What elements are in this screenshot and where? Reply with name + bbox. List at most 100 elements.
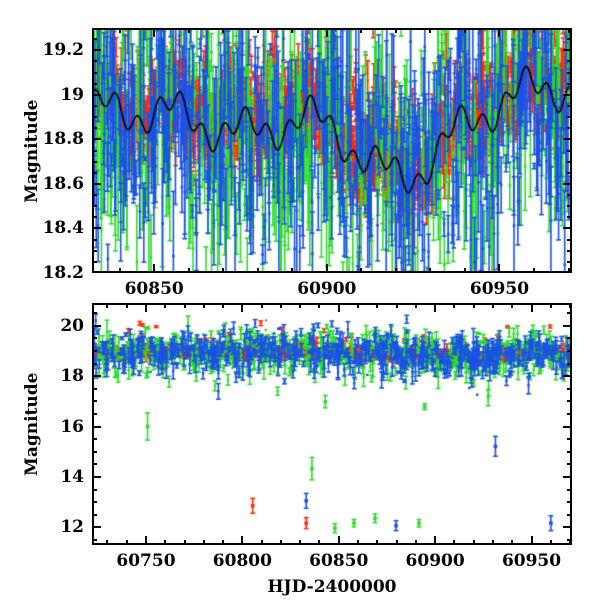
bottom-panel-y-tick [567, 488, 572, 491]
bottom-panel-x-tick [164, 540, 167, 545]
bottom-panel-x-tick [414, 303, 417, 308]
bottom-panel-x-tick [144, 536, 147, 545]
bottom-panel-y-tick [92, 463, 97, 466]
bottom-panel-x-tick [106, 540, 109, 545]
bottom-panel-x-tick [125, 540, 128, 545]
bottom-panel-y-tick [92, 349, 97, 352]
bottom-panel-y-tick [567, 412, 572, 415]
top-panel-x-tick [325, 264, 328, 273]
top-panel-y-tick [567, 60, 572, 63]
top-panel-y-tick [567, 194, 572, 197]
top-panel-x-tick [256, 28, 259, 33]
top-panel-y-tick [567, 104, 572, 107]
top-panel-x-tick [187, 28, 190, 33]
top-panel-y-tick [92, 60, 97, 63]
bottom-panel-y-tick-label: 14 [60, 466, 84, 487]
bottom-panel-x-tick [569, 303, 572, 308]
top-panel-x-tick [153, 264, 156, 273]
bottom-panel-x-tick [434, 303, 437, 312]
bottom-panel-x-tick [337, 536, 340, 545]
bottom-panel-x-tick [299, 303, 302, 308]
bottom-panel-y-tick [567, 312, 572, 315]
bottom-panel-y-tick [92, 538, 97, 541]
top-panel-y-tick-label: 18.2 [42, 263, 84, 283]
top-panel-y-axis-label: Magnitude [22, 99, 42, 203]
top-panel-y-tick-label: 18.8 [42, 129, 84, 150]
top-panel-y-tick [92, 49, 101, 52]
top-panel-y-tick [92, 160, 97, 163]
top-panel-y-tick-label: 19 [60, 84, 84, 105]
bottom-panel-y-tick [567, 400, 572, 403]
bottom-panel-x-tick [569, 540, 572, 545]
bottom-panel-x-tick [337, 303, 340, 312]
bottom-panel-x-tick [511, 540, 514, 545]
bottom-panel-y-tick [92, 450, 97, 453]
bottom-panel-x-tick [106, 303, 109, 308]
bottom-panel-y-tick [563, 475, 572, 478]
bottom-panel-x-tick [183, 540, 186, 545]
bottom-panel-y-tick [563, 526, 572, 529]
top-panel-y-tick [92, 93, 101, 96]
bottom-panel-x-tick [241, 536, 244, 545]
top-panel-y-tick [92, 82, 97, 85]
bottom-panel-x-tick [299, 540, 302, 545]
top-panel-y-tick [567, 249, 572, 252]
top-panel-y-tick [563, 138, 572, 141]
bottom-panel-y-tick-label: 18 [60, 366, 84, 387]
bottom-panel-y-tick [563, 375, 572, 378]
top-panel-plot-area [94, 30, 570, 271]
bottom-panel-x-tick [376, 540, 379, 545]
bottom-panel-x-tick-label: 60850 [309, 551, 369, 571]
bottom-panel-x-tick [183, 303, 186, 308]
bottom-panel-y-tick [567, 450, 572, 453]
bottom-panel-x-tick [376, 303, 379, 308]
top-panel-y-tick [567, 171, 572, 174]
top-panel-y-tick [92, 104, 97, 107]
bottom-panel-x-tick [260, 303, 263, 308]
bottom-panel-y-tick [567, 538, 572, 541]
top-panel-y-tick [567, 216, 572, 219]
bottom-panel-y-tick [92, 387, 97, 390]
bottom-panel-y-tick [92, 488, 97, 491]
top-panel-y-tick [92, 205, 97, 208]
top-panel-y-tick [567, 38, 572, 41]
bottom-panel-x-tick [453, 303, 456, 308]
bottom-panel-x-axis-label: HJD-2400000 [267, 577, 397, 597]
top-panel-y-tick [567, 238, 572, 241]
top-panel-x-tick [533, 28, 535, 33]
top-panel-x-tick [498, 264, 501, 273]
bottom-panel-x-tick [472, 303, 475, 308]
bottom-panel-y-tick [92, 362, 97, 365]
top-panel-x-tick [291, 268, 294, 273]
bottom-panel-x-tick-label: 60750 [116, 551, 176, 571]
top-panel-x-tick [360, 268, 363, 273]
bottom-panel-x-tick-label: 60900 [405, 551, 465, 571]
top-panel-y-tick [92, 138, 101, 141]
top-panel-x-tick-label: 60850 [124, 279, 184, 299]
bottom-panel-y-tick [92, 438, 97, 441]
top-panel-y-tick-label: 18.6 [42, 173, 84, 194]
top-panel-x-tick [118, 28, 121, 33]
bottom-panel-x-tick [279, 540, 282, 545]
top-panel-y-tick [92, 171, 97, 174]
bottom-panel-x-tick [357, 540, 360, 545]
top-panel-y-tick [567, 127, 572, 130]
top-panel-y-tick [92, 238, 97, 241]
bottom-panel-x-tick [318, 540, 321, 545]
top-panel-x-tick [394, 268, 397, 273]
bottom-panel-x-tick-label: 60950 [501, 551, 562, 571]
bottom-panel-y-tick-label: 12 [60, 517, 84, 538]
top-panel-x-tick [256, 268, 259, 273]
top-panel-x-tick [567, 28, 570, 33]
bottom-panel-x-tick [491, 540, 494, 545]
bottom-panel-y-tick [567, 501, 572, 504]
top-panel-y-tick [567, 116, 572, 119]
bottom-panel-y-tick [92, 375, 101, 378]
top-panel-x-tick [222, 28, 225, 33]
bottom-panel-x-tick [491, 303, 494, 308]
bottom-panel-y-tick [92, 312, 97, 315]
top-panel-x-tick [222, 268, 225, 273]
bottom-panel-x-tick [434, 536, 437, 545]
top-panel-y-tick [563, 182, 572, 185]
